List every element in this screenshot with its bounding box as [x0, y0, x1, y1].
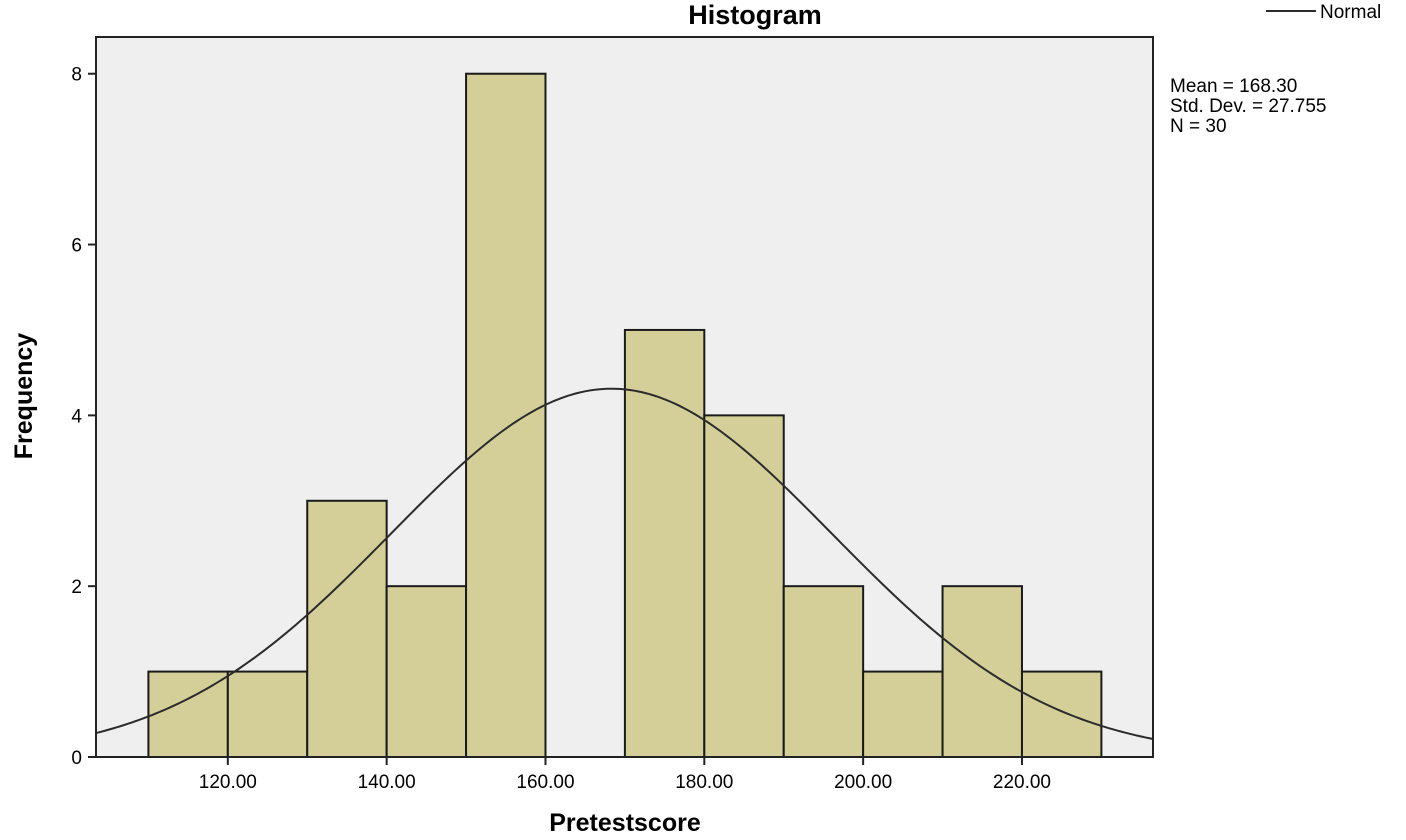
- x-tick-label: 220.00: [993, 772, 1051, 793]
- stat-mean: Mean = 168.30: [1170, 76, 1297, 97]
- normal-curve: [95, 387, 1154, 740]
- histogram-bar-1: [147, 670, 229, 759]
- legend-label: Normal: [1320, 2, 1381, 23]
- chart-title: Histogram: [688, 0, 822, 30]
- histogram-bar-11: [941, 585, 1023, 759]
- y-tick-label: 0: [71, 748, 82, 769]
- x-axis-label: Pretestscore: [549, 809, 701, 835]
- x-tick-label: 160.00: [516, 772, 574, 793]
- y-tick-label: 8: [71, 65, 82, 86]
- y-axis-label: Frequency: [10, 333, 38, 460]
- histogram-bar-10: [862, 670, 944, 759]
- histogram-bar-9: [782, 585, 865, 759]
- x-tick-label: 180.00: [675, 772, 733, 793]
- plot-frame: [95, 36, 1154, 758]
- y-tick-label: 6: [71, 236, 82, 257]
- x-tick-label: 120.00: [199, 772, 257, 793]
- x-tick-label: 140.00: [358, 772, 416, 793]
- histogram-bar-2: [226, 670, 309, 759]
- x-tick-label: 200.00: [834, 772, 892, 793]
- histogram-bar-4: [385, 585, 468, 759]
- stat-std-dev: Std. Dev. = 27.755: [1170, 96, 1327, 117]
- histogram-bar-8: [703, 414, 785, 758]
- histogram-bar-3: [306, 499, 388, 758]
- histogram-bar-7: [623, 328, 706, 758]
- y-tick-label: 4: [71, 406, 82, 427]
- histogram-bar-5: [465, 72, 547, 759]
- y-tick-label: 2: [71, 577, 82, 598]
- stat-n: N = 30: [1170, 116, 1227, 137]
- histogram-bar-12: [1020, 670, 1103, 759]
